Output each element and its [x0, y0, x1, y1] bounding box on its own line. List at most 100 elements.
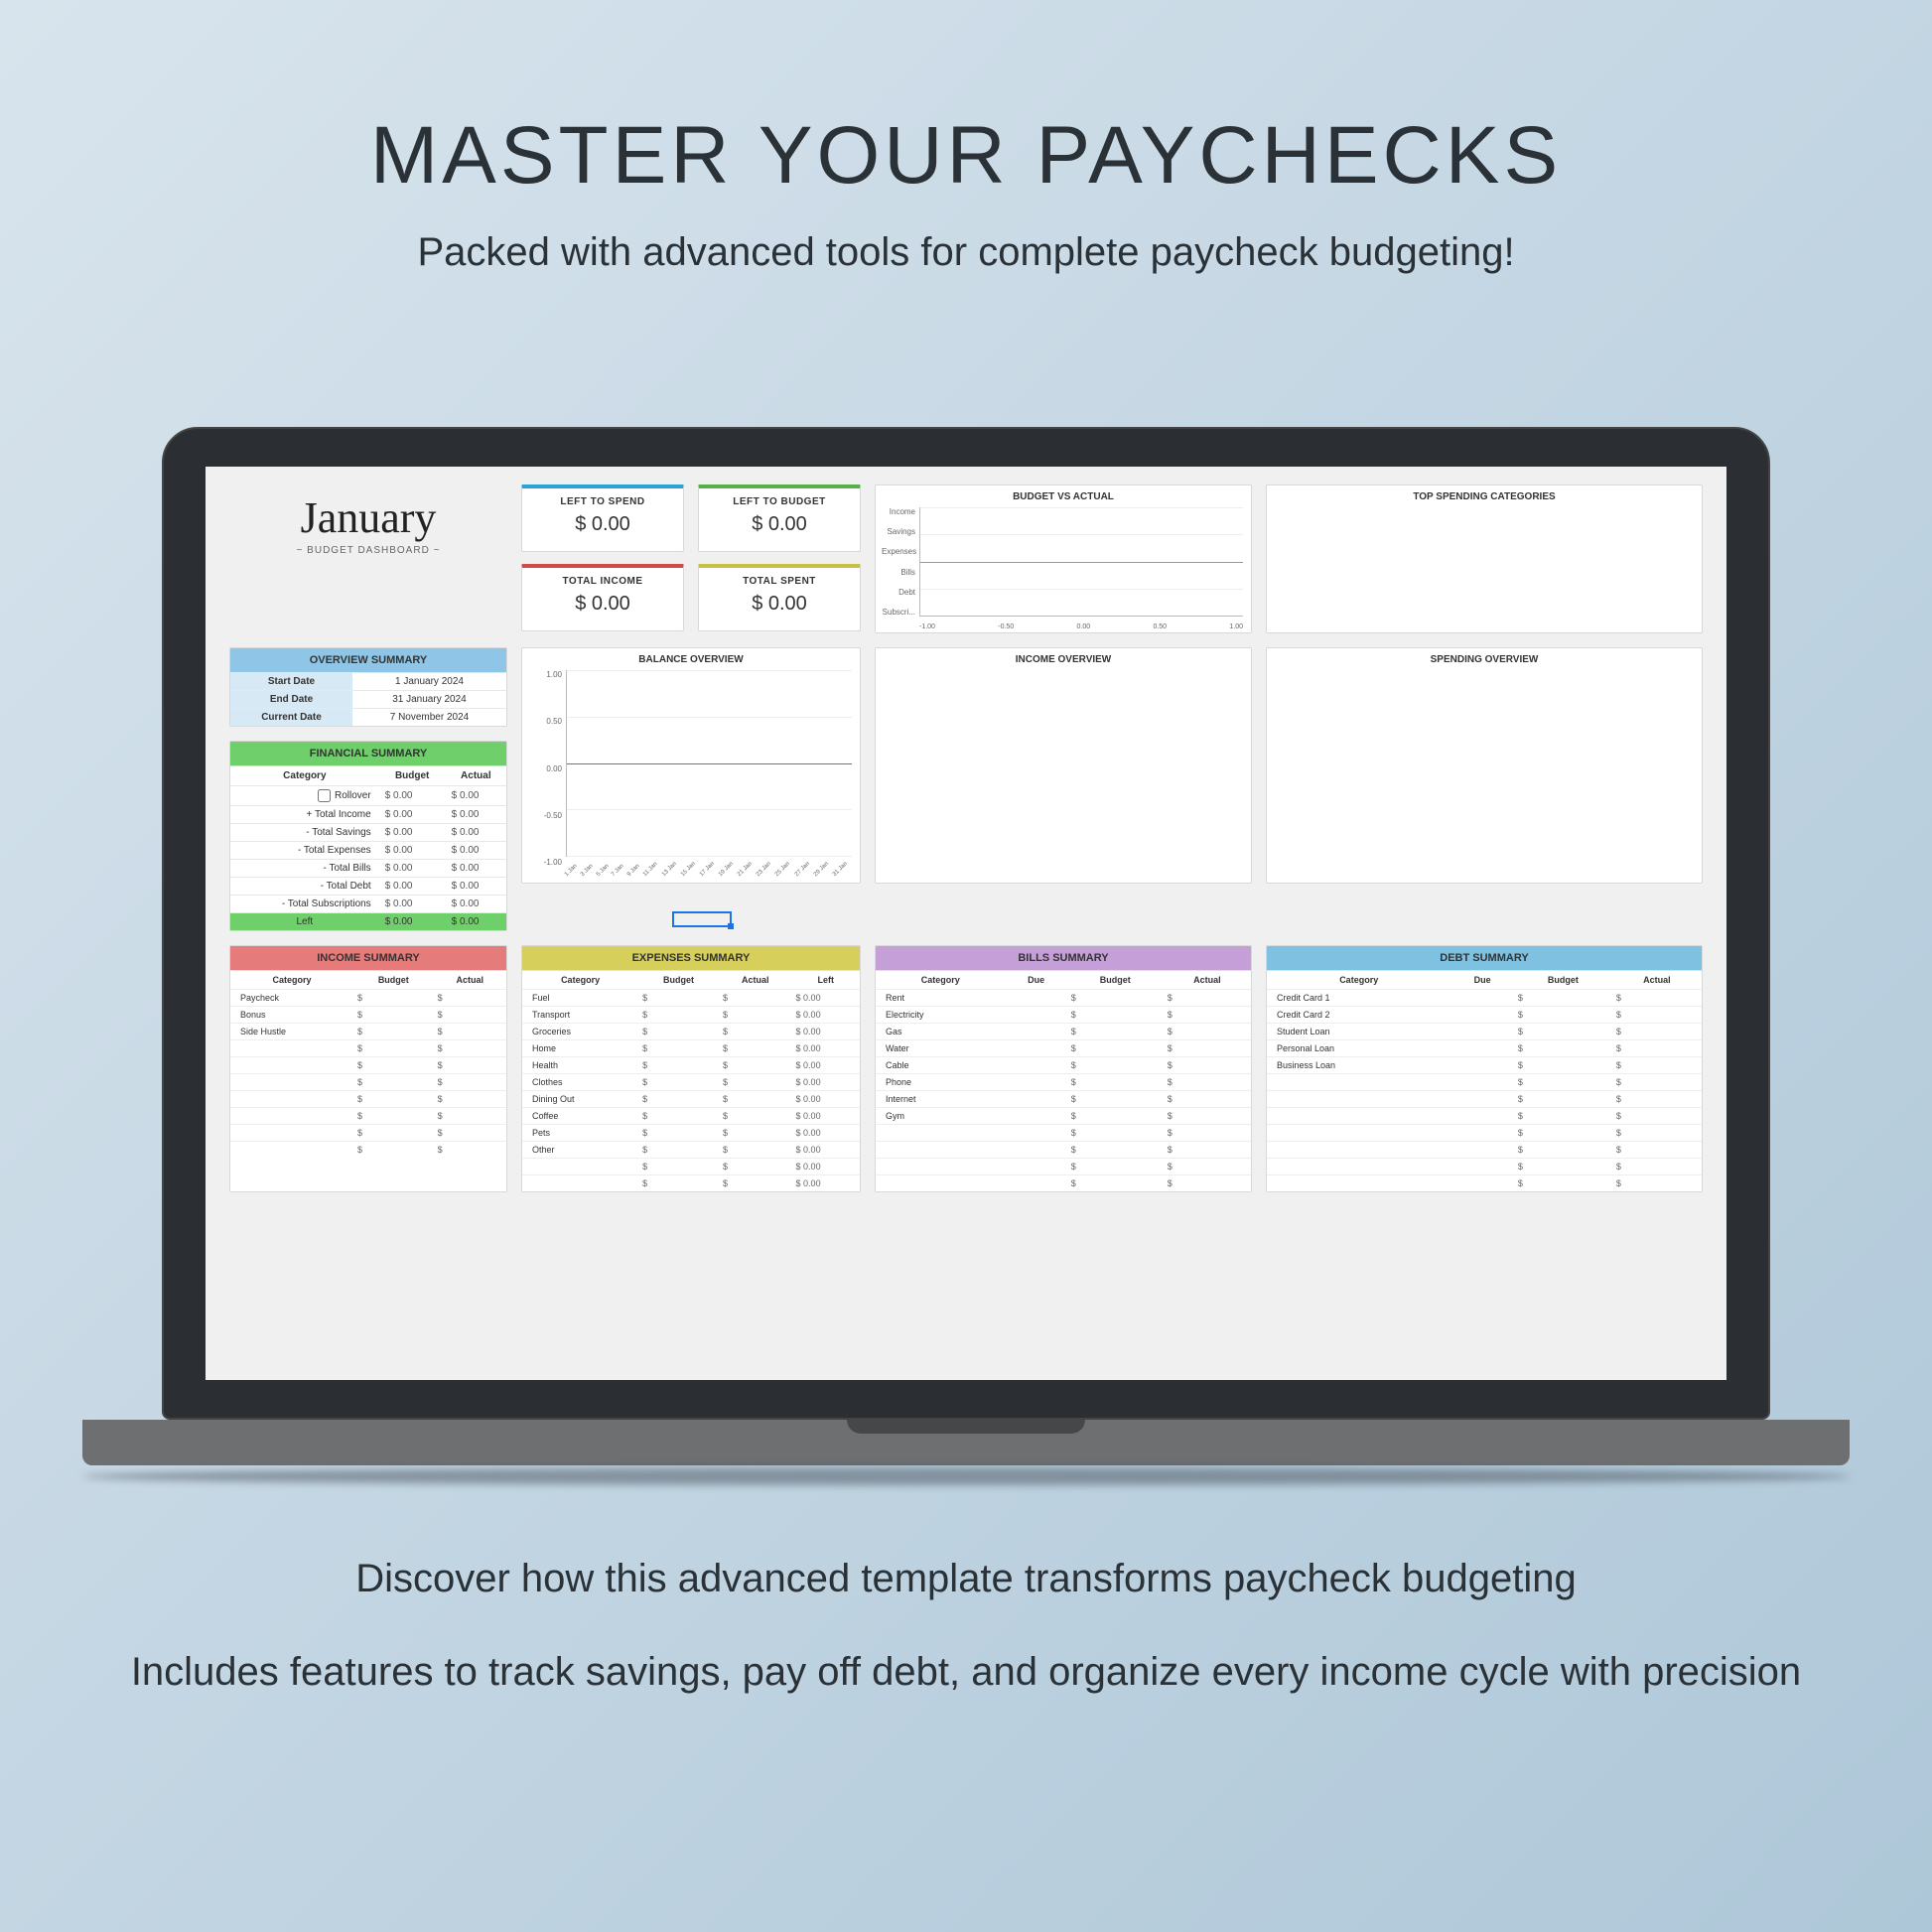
summary-actual[interactable]: $ — [719, 1159, 792, 1175]
summary-actual[interactable]: $ — [1612, 1159, 1702, 1175]
summary-budget[interactable]: $ — [638, 1040, 719, 1057]
summary-actual[interactable]: $ — [1164, 990, 1251, 1007]
summary-budget[interactable]: $ — [353, 990, 434, 1007]
summary-due[interactable] — [1006, 1040, 1067, 1057]
bills-summary-table[interactable]: CategoryDueBudgetActualRent$$Electricity… — [876, 970, 1251, 1191]
summary-budget[interactable]: $ — [1067, 1142, 1164, 1159]
summary-budget[interactable]: $ — [638, 1159, 719, 1175]
summary-budget[interactable]: $ — [1514, 1108, 1612, 1125]
summary-category[interactable] — [876, 1175, 1006, 1192]
summary-actual[interactable]: $ — [434, 1074, 506, 1091]
summary-budget[interactable]: $ — [353, 1024, 434, 1040]
summary-category[interactable]: Side Hustle — [230, 1024, 353, 1040]
debt-summary-table[interactable]: CategoryDueBudgetActualCredit Card 1$$Cr… — [1267, 970, 1702, 1191]
summary-due[interactable] — [1006, 1091, 1067, 1108]
summary-category[interactable] — [230, 1074, 353, 1091]
summary-category[interactable]: Credit Card 1 — [1267, 990, 1450, 1007]
summary-category[interactable] — [522, 1175, 638, 1192]
summary-due[interactable] — [1450, 1074, 1513, 1091]
summary-category[interactable]: Personal Loan — [1267, 1040, 1450, 1057]
summary-category[interactable] — [230, 1125, 353, 1142]
summary-actual[interactable]: $ — [1612, 1125, 1702, 1142]
summary-category[interactable]: Fuel — [522, 990, 638, 1007]
summary-actual[interactable]: $ — [434, 990, 506, 1007]
debt-summary-panel[interactable]: DEBT SUMMARY CategoryDueBudgetActualCred… — [1266, 945, 1703, 1192]
summary-actual[interactable]: $ — [719, 1091, 792, 1108]
summary-category[interactable]: Pets — [522, 1125, 638, 1142]
summary-due[interactable] — [1450, 1175, 1513, 1192]
summary-actual[interactable]: $ — [1612, 1007, 1702, 1024]
summary-category[interactable] — [1267, 1108, 1450, 1125]
summary-category[interactable] — [230, 1057, 353, 1074]
summary-actual[interactable]: $ — [434, 1108, 506, 1125]
summary-actual[interactable]: $ — [434, 1057, 506, 1074]
summary-actual[interactable]: $ — [719, 1108, 792, 1125]
summary-budget[interactable]: $ — [1067, 1057, 1164, 1074]
summary-budget[interactable]: $ — [638, 1091, 719, 1108]
summary-category[interactable]: Business Loan — [1267, 1057, 1450, 1074]
summary-category[interactable]: Credit Card 2 — [1267, 1007, 1450, 1024]
expenses-summary-panel[interactable]: EXPENSES SUMMARY CategoryBudgetActualLef… — [521, 945, 861, 1192]
summary-budget[interactable]: $ — [353, 1125, 434, 1142]
summary-budget[interactable]: $ — [353, 1091, 434, 1108]
summary-budget[interactable]: $ — [638, 1142, 719, 1159]
summary-budget[interactable]: $ — [353, 1040, 434, 1057]
summary-left[interactable]: $ 0.00 — [792, 1108, 860, 1125]
summary-actual[interactable]: $ — [1164, 1091, 1251, 1108]
summary-budget[interactable]: $ — [353, 1142, 434, 1159]
summary-category[interactable]: Internet — [876, 1091, 1006, 1108]
summary-budget[interactable]: $ — [1067, 1108, 1164, 1125]
summary-due[interactable] — [1450, 1125, 1513, 1142]
summary-budget[interactable]: $ — [1514, 990, 1612, 1007]
expenses-summary-table[interactable]: CategoryBudgetActualLeftFuel$$$ 0.00Tran… — [522, 970, 860, 1191]
summary-category[interactable] — [876, 1159, 1006, 1175]
summary-category[interactable] — [876, 1142, 1006, 1159]
summary-budget[interactable]: $ — [1514, 1057, 1612, 1074]
summary-due[interactable] — [1450, 1091, 1513, 1108]
summary-budget[interactable]: $ — [1067, 990, 1164, 1007]
summary-budget[interactable]: $ — [1514, 1007, 1612, 1024]
summary-category[interactable]: Student Loan — [1267, 1024, 1450, 1040]
summary-category[interactable] — [1267, 1142, 1450, 1159]
summary-category[interactable]: Gym — [876, 1108, 1006, 1125]
summary-actual[interactable]: $ — [1164, 1074, 1251, 1091]
summary-budget[interactable]: $ — [1514, 1142, 1612, 1159]
summary-category[interactable]: Rent — [876, 990, 1006, 1007]
summary-budget[interactable]: $ — [1514, 1040, 1612, 1057]
summary-left[interactable]: $ 0.00 — [792, 1024, 860, 1040]
summary-category[interactable]: Water — [876, 1040, 1006, 1057]
summary-category[interactable]: Health — [522, 1057, 638, 1074]
summary-due[interactable] — [1450, 1057, 1513, 1074]
summary-actual[interactable]: $ — [1612, 1108, 1702, 1125]
summary-budget[interactable]: $ — [638, 990, 719, 1007]
summary-budget[interactable]: $ — [638, 1074, 719, 1091]
summary-due[interactable] — [1006, 1125, 1067, 1142]
summary-actual[interactable]: $ — [434, 1125, 506, 1142]
summary-actual[interactable]: $ — [1612, 990, 1702, 1007]
summary-left[interactable]: $ 0.00 — [792, 1142, 860, 1159]
summary-actual[interactable]: $ — [1164, 1175, 1251, 1192]
summary-budget[interactable]: $ — [1067, 1040, 1164, 1057]
summary-due[interactable] — [1450, 1024, 1513, 1040]
summary-actual[interactable]: $ — [719, 1007, 792, 1024]
summary-budget[interactable]: $ — [1067, 1125, 1164, 1142]
summary-category[interactable] — [1267, 1175, 1450, 1192]
summary-budget[interactable]: $ — [1514, 1175, 1612, 1192]
summary-actual[interactable]: $ — [1164, 1040, 1251, 1057]
summary-actual[interactable]: $ — [1612, 1040, 1702, 1057]
summary-actual[interactable]: $ — [1612, 1175, 1702, 1192]
summary-category[interactable]: Other — [522, 1142, 638, 1159]
summary-due[interactable] — [1450, 1007, 1513, 1024]
summary-left[interactable]: $ 0.00 — [792, 1091, 860, 1108]
summary-actual[interactable]: $ — [434, 1007, 506, 1024]
summary-category[interactable] — [1267, 1091, 1450, 1108]
summary-left[interactable]: $ 0.00 — [792, 1040, 860, 1057]
summary-budget[interactable]: $ — [1514, 1125, 1612, 1142]
summary-budget[interactable]: $ — [353, 1057, 434, 1074]
summary-category[interactable]: Home — [522, 1040, 638, 1057]
summary-category[interactable] — [230, 1142, 353, 1159]
summary-due[interactable] — [1006, 1024, 1067, 1040]
summary-budget[interactable]: $ — [1514, 1091, 1612, 1108]
summary-budget[interactable]: $ — [638, 1175, 719, 1192]
summary-left[interactable]: $ 0.00 — [792, 1159, 860, 1175]
